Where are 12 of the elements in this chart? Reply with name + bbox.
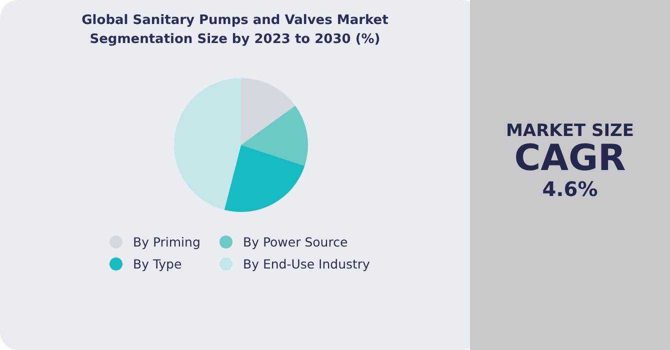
text: CAGR <box>514 138 626 179</box>
pie-slice <box>241 78 296 145</box>
pie-slice <box>241 106 308 166</box>
text: 4.6% <box>542 177 598 201</box>
legend-label: By Priming <box>133 234 200 250</box>
legend-label: By Type <box>133 256 182 272</box>
chart-title: Global Sanitary Pumps and Valves Market Segmentation Size by 2023 to 2030 (%) <box>82 13 388 47</box>
legend-label: By Power Source <box>243 234 348 250</box>
pie-slice <box>224 145 305 212</box>
text: MARKET SIZE <box>506 121 634 141</box>
legend-label: By End-Use Industry <box>243 256 371 272</box>
pie-slice <box>174 78 241 210</box>
